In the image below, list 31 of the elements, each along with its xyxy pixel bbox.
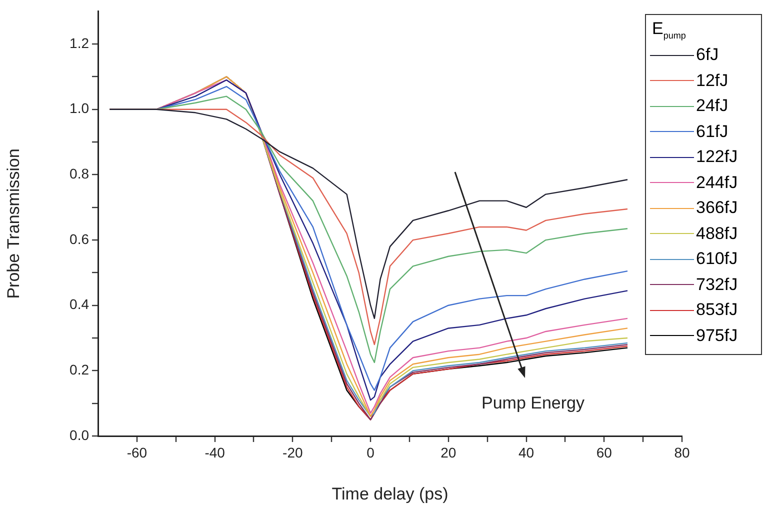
x-tick-label: 40 [518, 444, 534, 460]
y-tick-label: 1.0 [70, 100, 90, 116]
y-tick-label: 1.2 [70, 34, 90, 51]
x-tick-label: -40 [204, 444, 226, 460]
x-axis-title: Time delay (ps) [332, 484, 448, 504]
legend-label: 732fJ [696, 274, 738, 295]
x-tick-label: 20 [440, 444, 456, 460]
legend-label: 488fJ [696, 224, 738, 244]
y-tick-label: 0.8 [70, 166, 90, 182]
annotation: Pump Energy [482, 394, 585, 413]
legend-title: E$_{pump}$ [651, 19, 687, 40]
legend-label: 975fJ [696, 326, 738, 346]
legend-label: 122fJ [696, 147, 738, 168]
legend-label: 244fJ [696, 172, 738, 193]
y-axis-title: Probe Transmission [4, 148, 23, 299]
legend-label: 12fJ [696, 70, 728, 91]
y-tick-label: 0.2 [70, 362, 90, 378]
y-tick-label: 0.0 [70, 426, 90, 443]
legend-label: 366fJ [696, 198, 738, 218]
x-tick-label: -60 [126, 444, 148, 460]
legend-label: 853fJ [696, 300, 738, 320]
y-tick-label: 0.4 [70, 296, 90, 312]
legend-label: 6fJ [696, 45, 719, 66]
x-tick-label: 0 [366, 444, 375, 460]
x-tick-label: 80 [674, 444, 690, 460]
x-tick-label: 60 [596, 444, 612, 460]
x-tick-label: -20 [282, 444, 303, 460]
legend-label: 610fJ [696, 249, 738, 270]
y-tick-label: 0.6 [70, 230, 90, 247]
legend-label: 24fJ [696, 96, 728, 116]
legend-label: 61fJ [696, 122, 728, 142]
